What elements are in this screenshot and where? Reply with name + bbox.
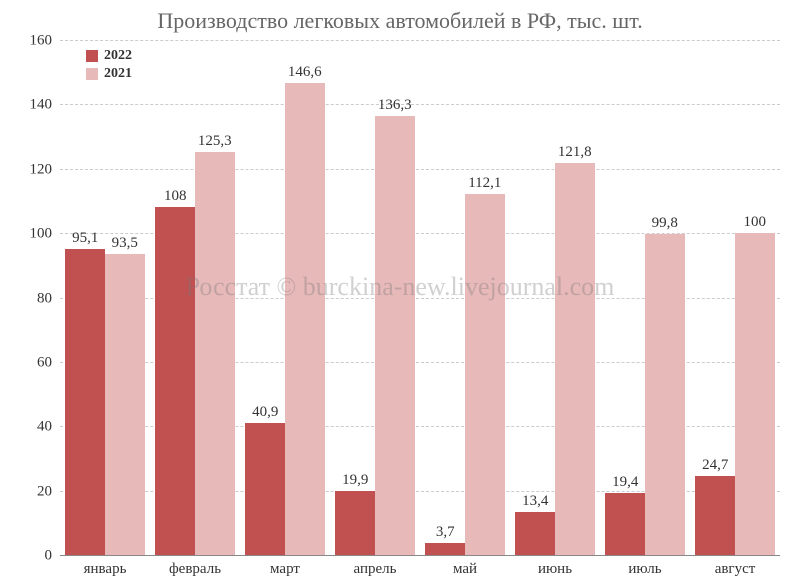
category-group: 19,499,8июль (600, 40, 690, 555)
bar-value-label: 13,4 (522, 493, 548, 512)
bar-value-label: 121,8 (558, 144, 592, 163)
bar: 136,3 (375, 116, 415, 555)
bar: 93,5 (105, 254, 145, 555)
category-group: 3,7112,1май (420, 40, 510, 555)
y-tick-label: 160 (30, 33, 61, 50)
bar: 24,7 (695, 476, 735, 556)
plot-area: 020406080100120140160 95,193,5январь1081… (60, 40, 780, 555)
x-tick-label: май (453, 555, 477, 578)
x-tick-label: март (270, 555, 300, 578)
bar: 19,9 (335, 491, 375, 555)
bar-value-label: 3,7 (436, 524, 455, 543)
bar-value-label: 99,8 (652, 215, 678, 234)
x-tick-label: июнь (538, 555, 572, 578)
bar: 3,7 (425, 543, 465, 555)
category-group: 95,193,5январь (60, 40, 150, 555)
bar-value-label: 19,9 (342, 472, 368, 491)
y-tick-label: 20 (37, 483, 60, 500)
bar-value-label: 125,3 (198, 133, 232, 152)
bars-row: 95,193,5январь108125,3февраль40,9146,6ма… (60, 40, 780, 555)
bar: 112,1 (465, 194, 505, 555)
x-tick-label: январь (84, 555, 127, 578)
chart-title: Производство легковых автомобилей в РФ, … (0, 8, 800, 34)
bar-value-label: 40,9 (252, 404, 278, 423)
x-tick-label: февраль (169, 555, 221, 578)
x-tick-label: август (715, 555, 756, 578)
x-tick-label: июль (628, 555, 661, 578)
legend-item: 2021 (86, 66, 132, 82)
bar: 19,4 (605, 493, 645, 555)
bar: 100 (735, 233, 775, 555)
bar: 99,8 (645, 234, 685, 555)
bar: 40,9 (245, 423, 285, 555)
y-tick-label: 120 (30, 161, 61, 178)
category-group: 108125,3февраль (150, 40, 240, 555)
category-group: 19,9136,3апрель (330, 40, 420, 555)
bar: 125,3 (195, 152, 235, 555)
legend-swatch (86, 50, 98, 62)
x-tick-label: апрель (354, 555, 397, 578)
category-group: 24,7100август (690, 40, 780, 555)
bar-value-label: 93,5 (112, 235, 138, 254)
legend-swatch (86, 68, 98, 80)
bar-value-label: 100 (744, 214, 767, 233)
legend-label: 2022 (104, 48, 132, 64)
legend-label: 2021 (104, 66, 132, 82)
bar-value-label: 146,6 (288, 64, 322, 83)
y-tick-label: 40 (37, 419, 60, 436)
bar-value-label: 136,3 (378, 97, 412, 116)
y-tick-label: 60 (37, 354, 60, 371)
bar-value-label: 24,7 (702, 457, 728, 476)
category-group: 13,4121,8июнь (510, 40, 600, 555)
y-tick-label: 140 (30, 97, 61, 114)
y-tick-label: 0 (45, 548, 61, 565)
bar-value-label: 112,1 (468, 175, 501, 194)
bar-value-label: 108 (164, 188, 187, 207)
category-group: 40,9146,6март (240, 40, 330, 555)
bar: 95,1 (65, 249, 105, 555)
legend-item: 2022 (86, 48, 132, 64)
bar: 13,4 (515, 512, 555, 555)
legend: 2022 2021 (86, 48, 132, 82)
chart-container: Производство легковых автомобилей в РФ, … (0, 0, 800, 585)
y-tick-label: 100 (30, 226, 61, 243)
bar-value-label: 19,4 (612, 474, 638, 493)
y-tick-label: 80 (37, 290, 60, 307)
bar: 121,8 (555, 163, 595, 555)
bar: 108 (155, 207, 195, 555)
bar-value-label: 95,1 (72, 230, 98, 249)
bar: 146,6 (285, 83, 325, 555)
